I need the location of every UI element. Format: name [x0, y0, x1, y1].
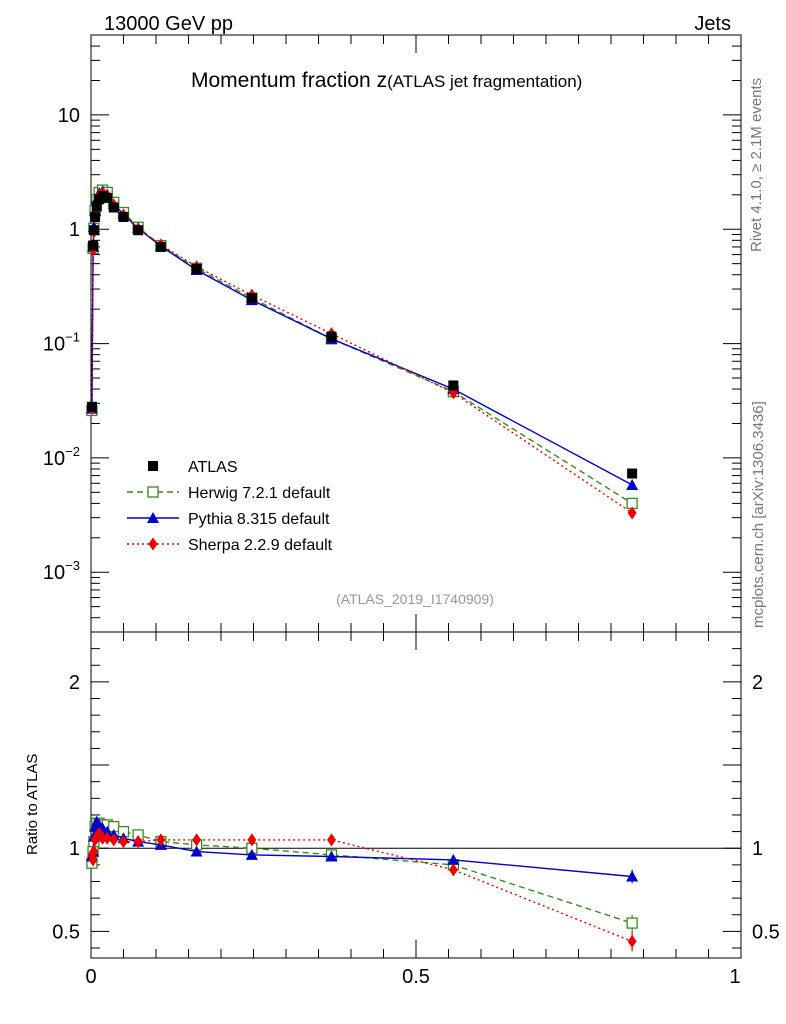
main-y-tick-label: 10−2 — [43, 444, 80, 470]
ratio-pythia-point — [447, 853, 460, 865]
legend-pythia-label: Pythia 8.315 default — [188, 511, 330, 528]
ratio-sherpa-point — [133, 835, 143, 849]
main-atlas-point — [448, 380, 459, 391]
ratio-sherpa-point — [192, 833, 202, 847]
ratio-sherpa-point — [109, 833, 119, 847]
main-plot-title: Momentum fraction z(ATLAS jet fragmentat… — [191, 69, 582, 92]
legend-pythia-marker — [147, 512, 159, 523]
ratio-pythia-point — [101, 825, 114, 837]
ratio-sherpa-point — [156, 833, 166, 847]
ratio-pythia-point — [190, 845, 203, 857]
main-atlas-point — [155, 241, 166, 252]
main-atlas-point — [102, 192, 113, 203]
legend-atlas-label: ATLAS — [188, 459, 238, 476]
ratio-sherpa-point — [88, 853, 98, 867]
main-plot-title-primary: Momentum fraction z — [191, 69, 387, 92]
energy-label: 13000 GeV pp — [104, 13, 233, 35]
ratio-x-tick-label: 0.5 — [402, 966, 430, 988]
main-atlas-point — [133, 225, 144, 236]
main-atlas-point — [108, 202, 119, 213]
main-y-tick-label: 10−1 — [43, 330, 80, 356]
analysis-watermark: (ATLAS_2019_I1740909) — [336, 591, 494, 607]
ratio-y-tick-label-right: 1 — [752, 838, 763, 860]
legend-sherpa-marker — [148, 537, 158, 551]
main-plot-frame: 10 1 10−1 10−2 10−3 — [43, 34, 742, 633]
main-atlas-point — [86, 401, 97, 412]
legend-entry-pythia: Pythia 8.315 default — [127, 511, 330, 528]
ratio-pythia-line — [91, 820, 633, 878]
ratio-x-tick-label: 0 — [85, 966, 96, 988]
legend-entry-atlas: ATLAS — [148, 459, 238, 476]
ratio-pythia-point — [245, 848, 258, 860]
mcplots-source-label: mcplots.cern.ch [arXiv:1306.3436] — [750, 401, 767, 628]
ratio-sherpa-point — [102, 831, 112, 845]
main-atlas-point — [191, 263, 202, 274]
main-atlas-point — [246, 293, 257, 304]
main-herwig-line — [91, 189, 633, 504]
main-atlas-point — [627, 468, 638, 479]
main-series-group — [85, 184, 639, 520]
legend-herwig-marker — [147, 486, 159, 498]
ratio-herwig-point — [626, 917, 638, 929]
legend-atlas-marker — [148, 461, 158, 471]
ratio-y-tick-label-left: 1 — [69, 838, 80, 860]
main-y-tick-label: 10−3 — [43, 558, 80, 584]
legend-herwig-label: Herwig 7.2.1 default — [188, 485, 331, 502]
legend-sherpa-label: Sherpa 2.2.9 default — [188, 537, 333, 554]
main-pythia-point — [626, 478, 639, 490]
main-plot-title-secondary: (ATLAS jet fragmentation) — [387, 72, 582, 91]
main-atlas-point — [88, 225, 99, 236]
main-atlas-point — [118, 211, 129, 222]
main-y-tick-label: 1 — [69, 219, 80, 241]
ratio-sherpa-point — [327, 833, 336, 847]
ratio-sherpa-point — [98, 831, 108, 845]
ratio-pythia-point — [325, 850, 338, 862]
ratio-x-tick-label: 1 — [729, 966, 740, 988]
main-sherpa-point — [627, 506, 637, 520]
ratio-sherpa-point — [247, 833, 257, 847]
ratio-sherpa-line — [91, 832, 633, 943]
ratio-y-tick-label-left: 2 — [69, 672, 80, 694]
rivet-version-label: Rivet 4.1.0, ≥ 2.1M events — [748, 78, 765, 252]
ratio-herwig-line — [91, 822, 633, 924]
main-y-tick-label: 10 — [58, 105, 80, 127]
ratio-sherpa-point — [119, 835, 128, 849]
main-sherpa-line — [91, 192, 633, 514]
ratio-sherpa-point — [627, 934, 637, 948]
ratio-y-tick-label-left: 0.5 — [52, 921, 80, 943]
legend: ATLAS Herwig 7.2.1 default Pythia 8.315 de… — [127, 459, 333, 554]
ratio-pythia-point — [626, 870, 639, 882]
ratio-y-tick-label-right: 2 — [752, 672, 763, 694]
main-pythia-line — [91, 190, 633, 486]
legend-entry-herwig: Herwig 7.2.1 default — [127, 485, 331, 502]
ratio-plot-frame: 0 0.5 1 2 2 1 1 0.5 0.5 — [52, 631, 780, 988]
ratio-axis-label: Ratio to ATLAS — [24, 754, 41, 855]
ratio-y-tick-label-right: 0.5 — [752, 921, 780, 943]
main-atlas-point — [90, 211, 101, 222]
category-label: Jets — [694, 13, 731, 35]
main-atlas-point — [326, 331, 337, 342]
main-atlas-point — [88, 240, 99, 251]
ratio-series-group — [85, 815, 639, 952]
ratio-sherpa-point — [89, 845, 99, 859]
ratio-plot-border — [90, 631, 742, 959]
legend-entry-sherpa: Sherpa 2.2.9 default — [127, 537, 333, 554]
ratio-sherpa-point — [448, 863, 458, 877]
main-atlas-point — [91, 201, 102, 212]
